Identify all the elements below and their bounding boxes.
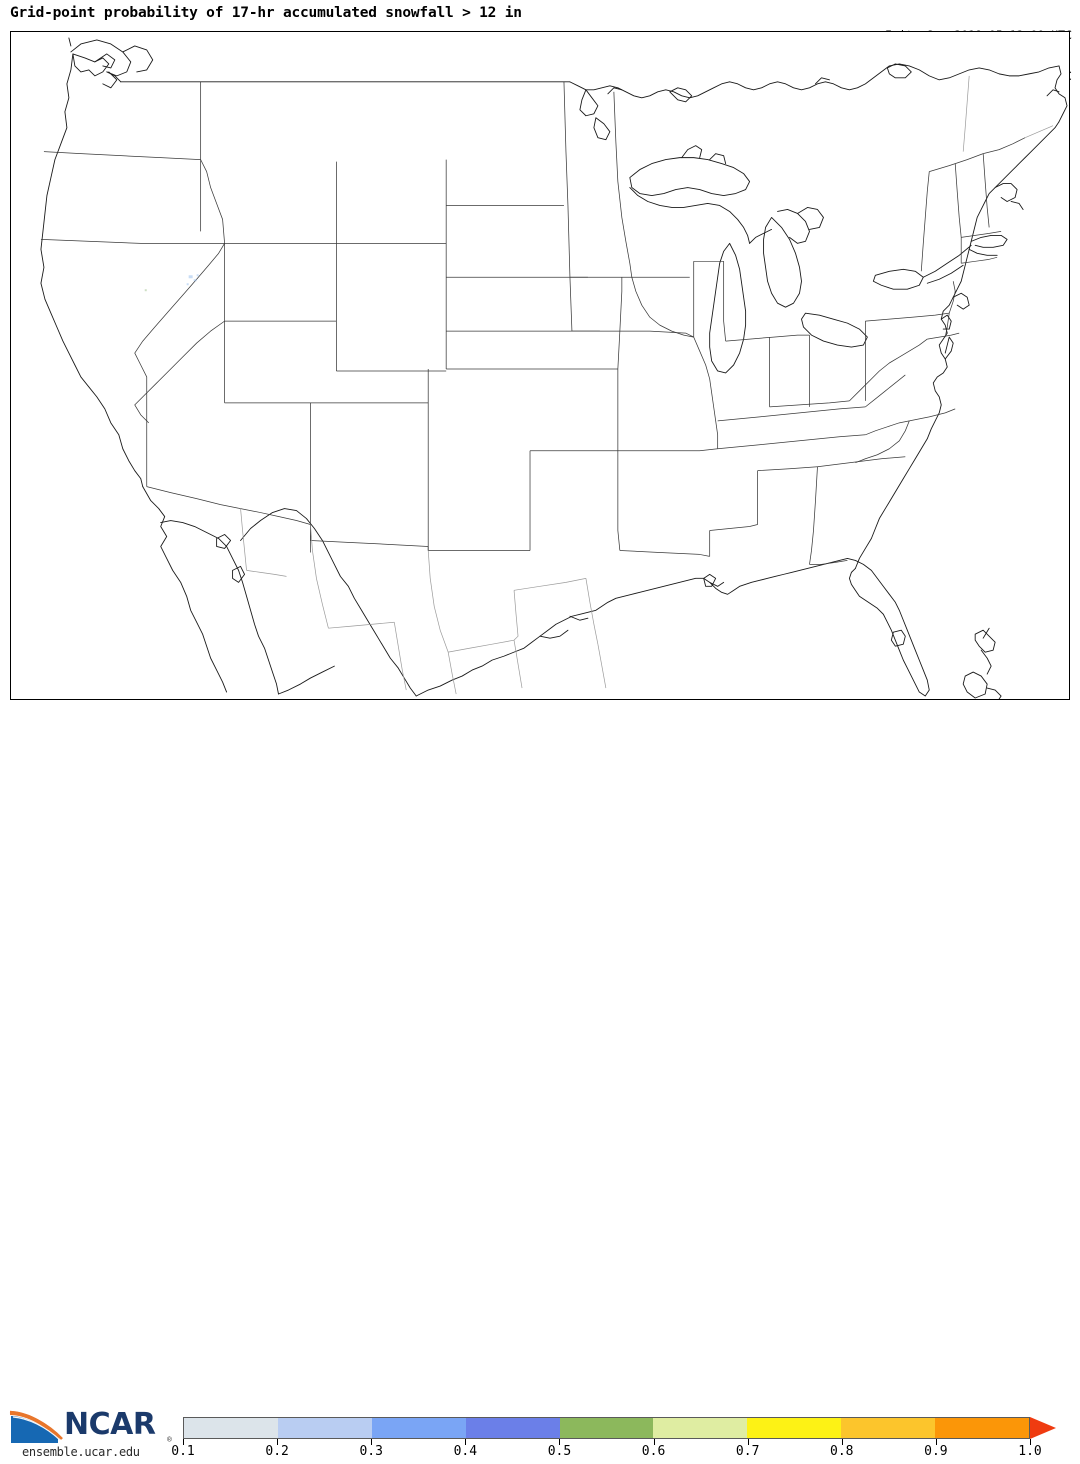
colorbar-label-0.2: 0.2 xyxy=(265,1444,289,1459)
colorbar[interactable] xyxy=(183,1417,1070,1439)
colorbar-segment-2 xyxy=(277,1418,372,1438)
colorbar-segment-7 xyxy=(747,1418,842,1438)
ensemble-url-label: ensemble.ucar.edu xyxy=(22,1445,140,1459)
colorbar-label-0.7: 0.7 xyxy=(735,1444,760,1459)
ncar-wordmark: NCAR xyxy=(64,1407,156,1442)
colorbar-segment-9 xyxy=(935,1418,1030,1438)
colorbar-segment-4 xyxy=(465,1418,560,1438)
colorbar-label-0.9: 0.9 xyxy=(924,1444,948,1459)
colorbar-gradient xyxy=(183,1417,1030,1439)
colorbar-extend-arrow-icon xyxy=(1030,1417,1056,1439)
colorbar-label-0.5: 0.5 xyxy=(547,1444,572,1459)
colorbar-label-1.0: 1.0 xyxy=(1018,1444,1042,1459)
colorbar-segment-6 xyxy=(653,1418,748,1438)
page-title: Grid-point probability of 17-hr accumula… xyxy=(10,5,522,21)
footer-bar: NCAR ensemble.ucar.edu ® 0.1 0.2 0.3 0.4 0.5… xyxy=(0,700,1080,1459)
registered-trademark-icon: ® xyxy=(167,1435,172,1444)
colorbar-tick-labels: 0.1 0.2 0.3 0.4 0.5 0.6 0.7 0.8 0.9 1.0 xyxy=(171,1444,1070,1464)
colorbar-label-0.1: 0.1 xyxy=(171,1444,195,1459)
colorbar-segment-3 xyxy=(371,1418,466,1438)
colorbar-label-0.6: 0.6 xyxy=(641,1444,666,1459)
colorbar-segment-1 xyxy=(184,1418,278,1438)
colorbar-label-0.4: 0.4 xyxy=(453,1444,478,1459)
colorbar-segment-8 xyxy=(841,1418,936,1438)
colorbar-segment-5 xyxy=(559,1418,654,1438)
colorbar-label-0.8: 0.8 xyxy=(830,1444,854,1459)
map-panel[interactable] xyxy=(10,31,1070,700)
ncar-logo-mark xyxy=(9,1410,63,1443)
map-graphic xyxy=(40,37,1068,699)
ncar-logo[interactable]: NCAR ensemble.ucar.edu xyxy=(8,1407,168,1459)
colorbar-label-0.3: 0.3 xyxy=(359,1444,383,1459)
